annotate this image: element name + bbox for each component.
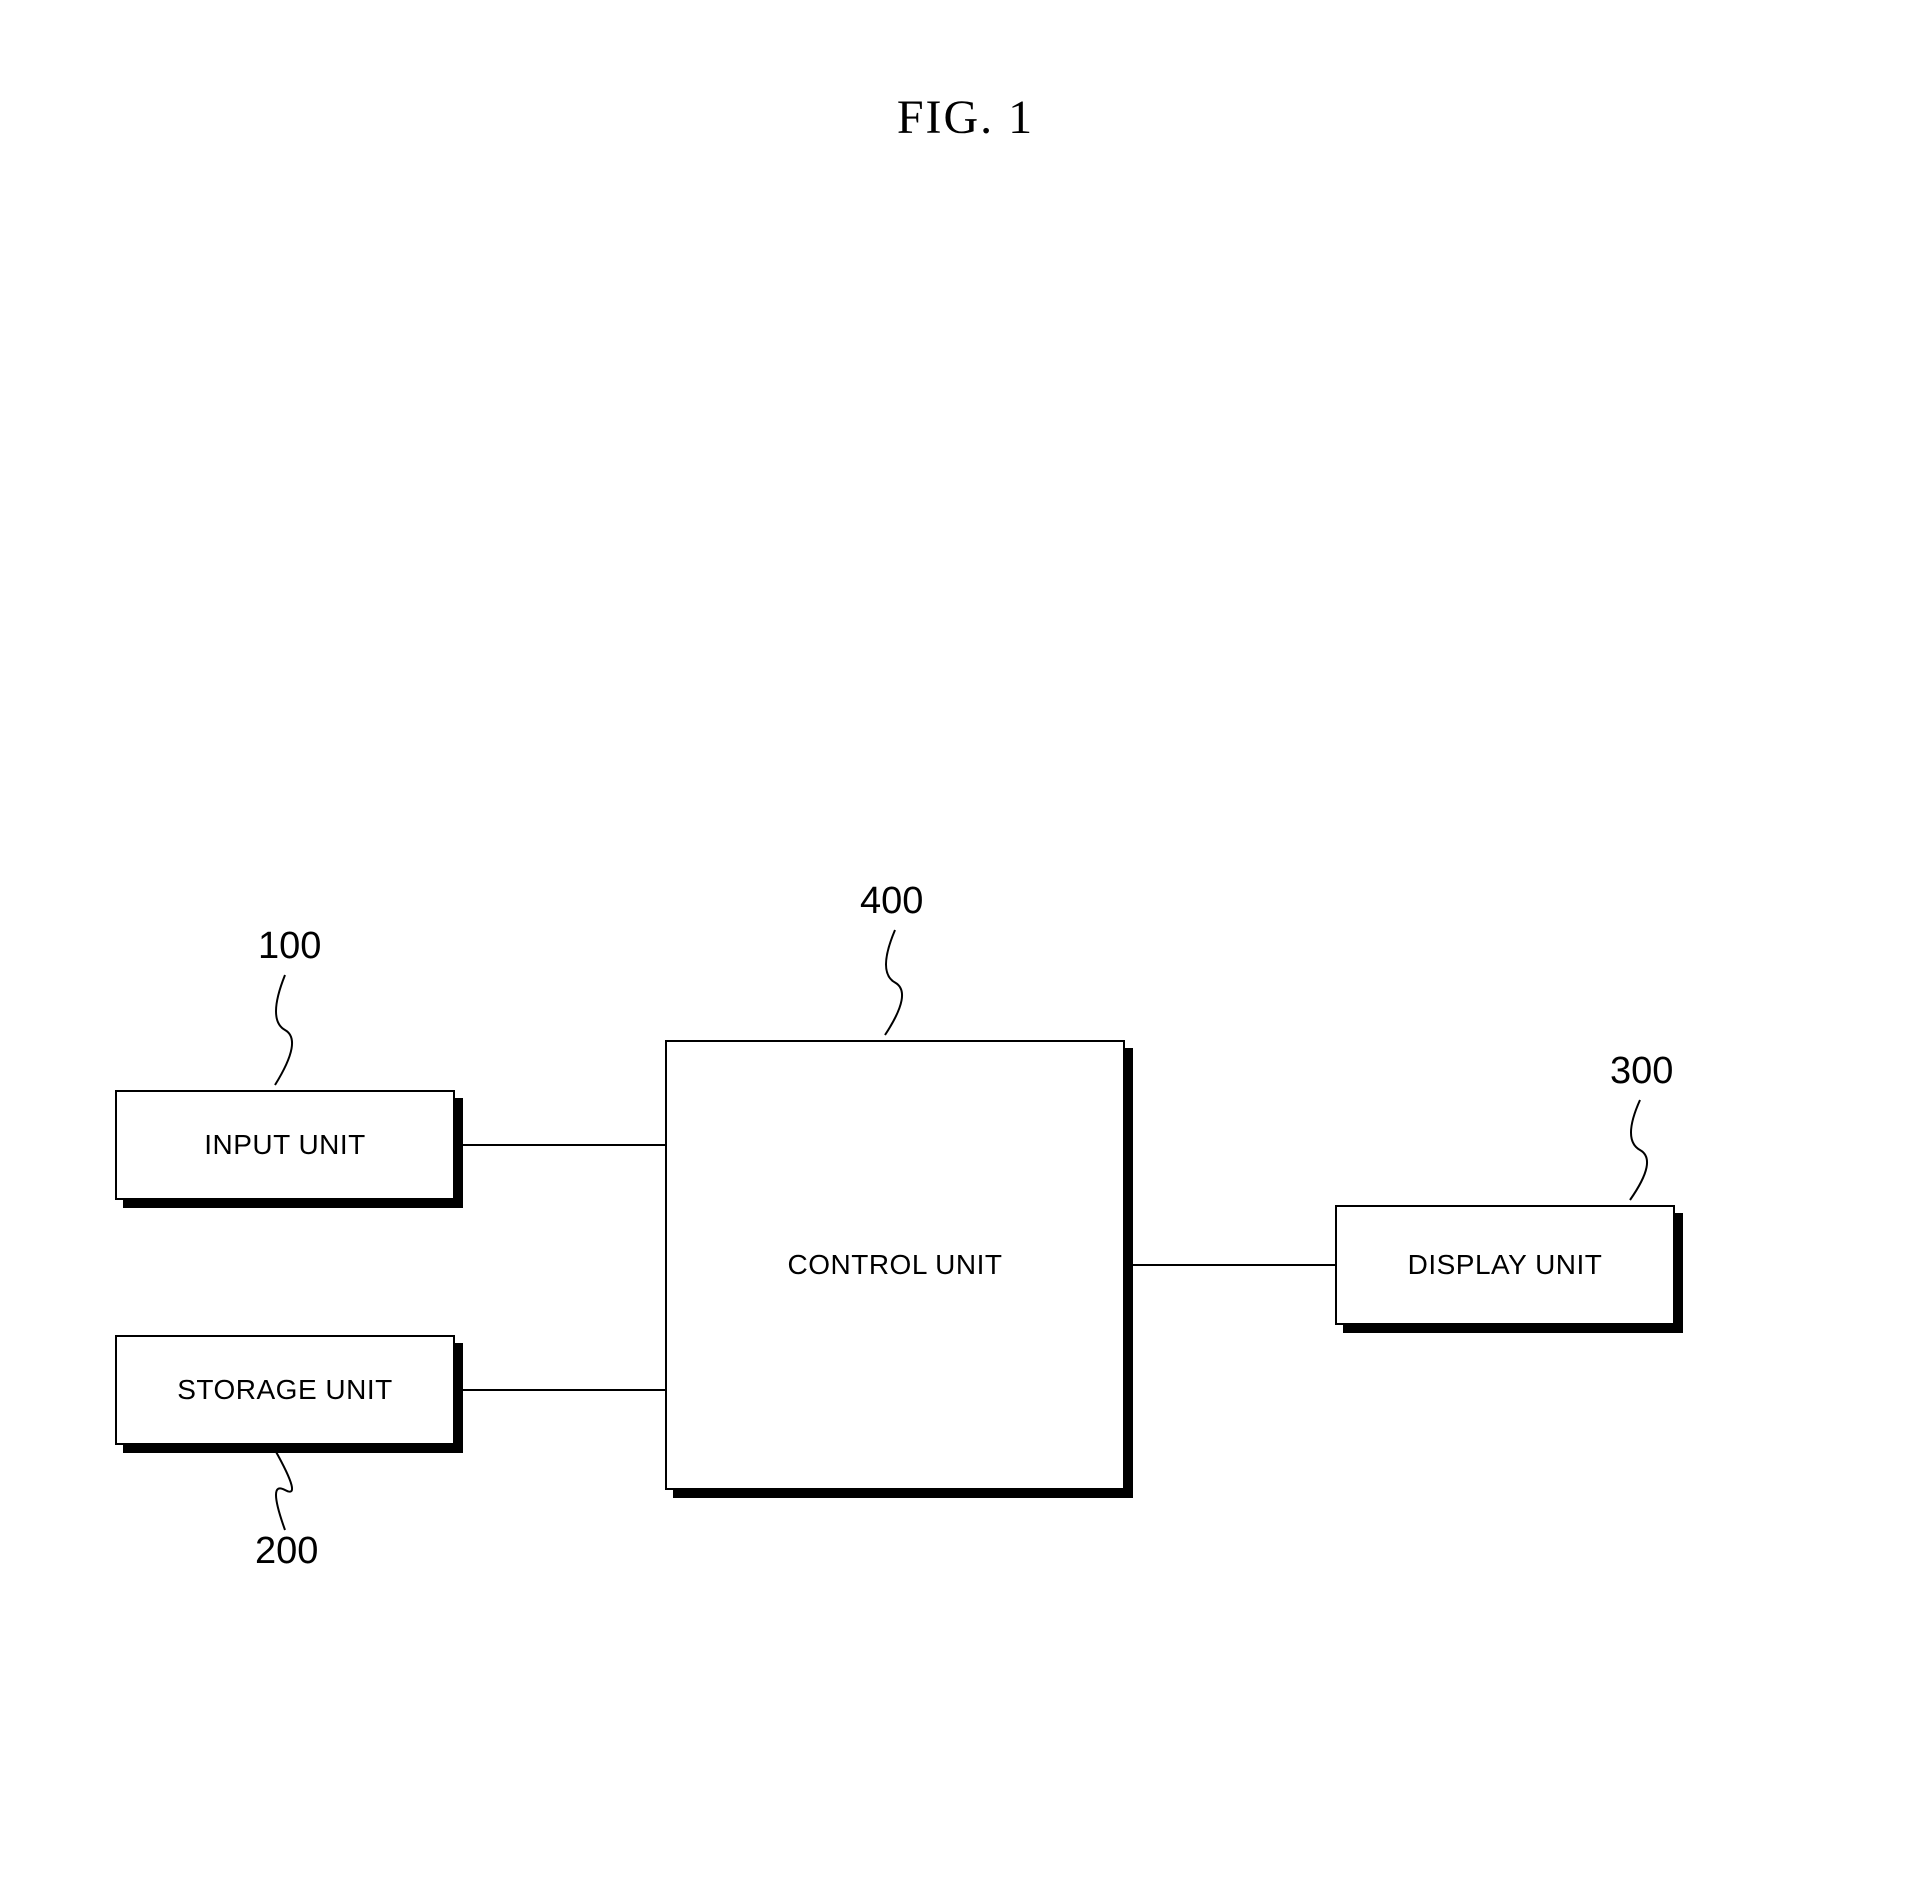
storage-unit-curve: [245, 1440, 315, 1540]
connector-storage-control: [455, 1389, 665, 1391]
input-unit-block: INPUT UNIT: [115, 1090, 455, 1200]
control-unit-label: CONTROL UNIT: [788, 1249, 1003, 1281]
display-unit-block: DISPLAY UNIT: [1335, 1205, 1675, 1325]
control-unit-block: CONTROL UNIT: [665, 1040, 1125, 1490]
input-unit-ref: 100: [258, 925, 321, 968]
figure-title: FIG. 1: [897, 90, 1034, 145]
control-unit-curve: [855, 920, 925, 1045]
control-unit-ref: 400: [860, 880, 923, 923]
connector-input-control: [455, 1144, 665, 1146]
input-unit-curve: [245, 965, 315, 1095]
storage-unit-block: STORAGE UNIT: [115, 1335, 455, 1445]
display-unit-curve: [1600, 1090, 1670, 1210]
storage-unit-label: STORAGE UNIT: [177, 1374, 393, 1406]
connector-control-display: [1125, 1264, 1335, 1266]
display-unit-ref: 300: [1610, 1050, 1673, 1093]
input-unit-label: INPUT UNIT: [204, 1129, 366, 1161]
display-unit-label: DISPLAY UNIT: [1408, 1249, 1603, 1281]
